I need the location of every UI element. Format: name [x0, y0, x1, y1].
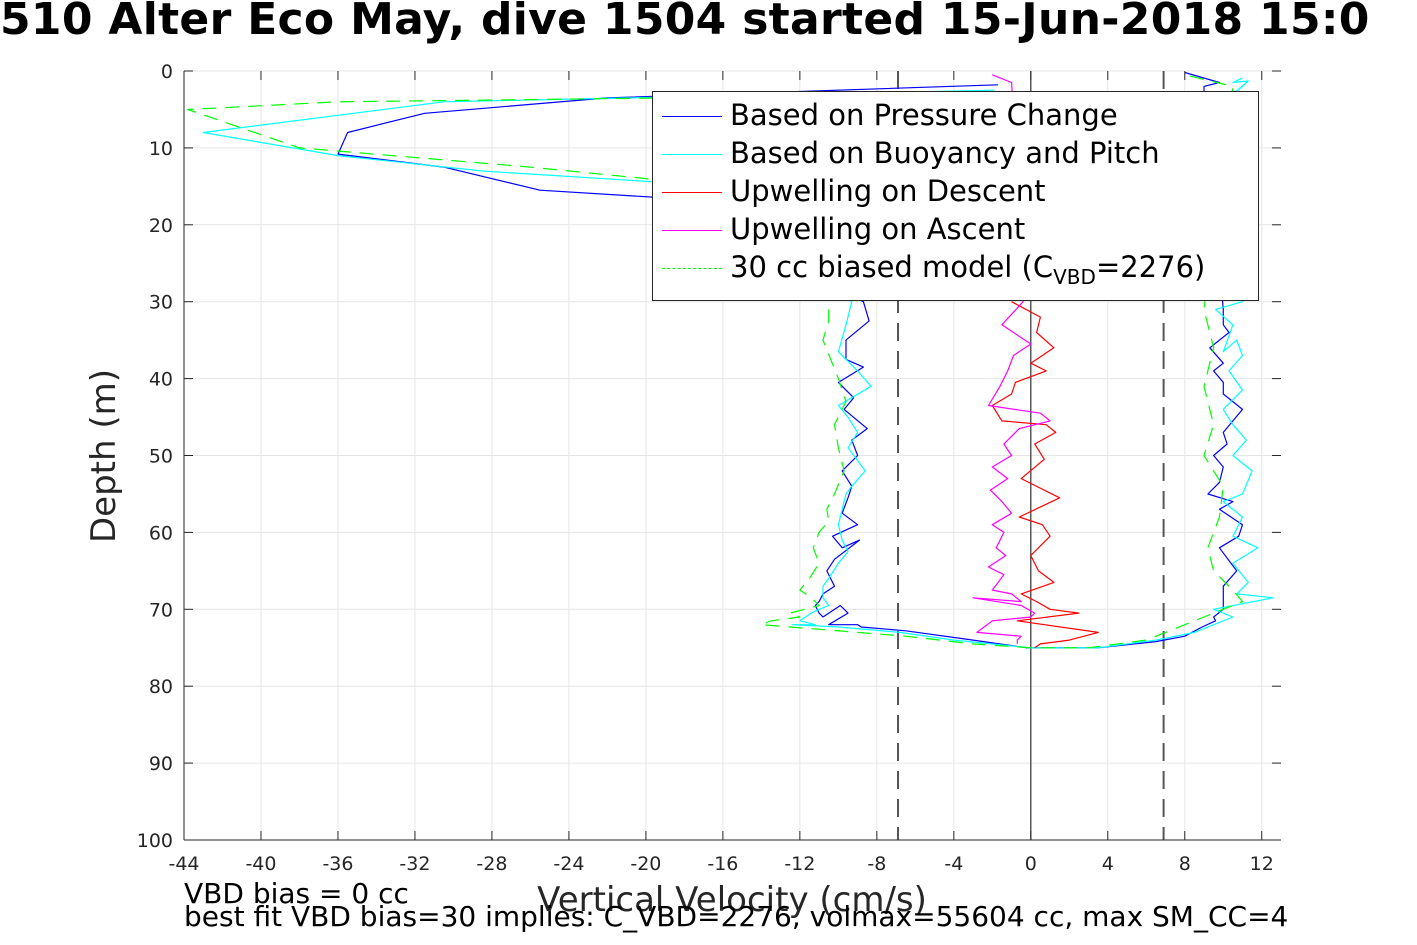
- y-tick-label: 30: [149, 292, 173, 314]
- axes: -44 -40 -36 -32 -28 -24 -20 -16 -12 -8 -4 0 4 8 120102…: [137, 61, 1281, 875]
- legend-label-buoyancy-pitch: Based on Buoyancy and Pitch: [730, 136, 1160, 170]
- series-line-3: [972, 74, 1051, 644]
- y-tick-label: 70: [149, 599, 173, 621]
- legend-line-pressure-change: [662, 116, 722, 117]
- legend-label-pressure-change: Based on Pressure Change: [730, 98, 1118, 132]
- series-lines: [187, 71, 1274, 649]
- legend-line-biased-model: [662, 268, 722, 269]
- legend-label-upwelling-ascent: Upwelling on Ascent: [730, 212, 1026, 246]
- legend-line-upwelling-ascent: [662, 230, 722, 231]
- x-axis-label: Vertical Velocity (cm/s): [537, 880, 927, 920]
- x-tick-label: -24: [553, 853, 584, 875]
- x-tick-label: -40: [245, 853, 276, 875]
- x-tick-label: -20: [630, 853, 661, 875]
- y-tick-label: 40: [149, 369, 173, 391]
- legend-label-biased-model-post: =2276): [1095, 250, 1206, 284]
- y-tick-label: 90: [149, 753, 173, 775]
- x-tick-label: -16: [707, 853, 738, 875]
- x-tick-label: 8: [1179, 853, 1191, 875]
- y-tick-label: 50: [149, 446, 173, 468]
- legend-label-biased-model-pre: 30 cc biased model (C: [730, 250, 1054, 284]
- legend-item-buoyancy-pitch: Based on Buoyancy and Pitch: [653, 134, 1258, 172]
- legend-item-pressure-change: Based on Pressure Change: [653, 96, 1258, 134]
- x-tick-label: -12: [784, 853, 815, 875]
- y-tick-label: 0: [161, 61, 173, 83]
- series-line-2: [991, 301, 1099, 649]
- y-axis-label: Depth (m): [84, 368, 124, 544]
- y-tick-label: 60: [149, 522, 173, 544]
- y-tick-label: 20: [149, 215, 173, 237]
- legend-item-upwelling-ascent: Upwelling on Ascent: [653, 210, 1258, 248]
- x-tick-label: -4: [944, 853, 963, 875]
- legend-label-biased-model: 30 cc biased model (CVBD=2276): [730, 250, 1205, 289]
- x-tick-label: 12: [1250, 853, 1274, 875]
- x-tick-label: -28: [476, 853, 507, 875]
- legend-line-buoyancy-pitch: [662, 154, 722, 155]
- series-line-0: [337, 71, 1244, 649]
- x-tick-label: -44: [168, 853, 199, 875]
- series-line-4: [187, 74, 1244, 649]
- legend-line-upwelling-descent: [662, 192, 722, 193]
- x-tick-label: 0: [1025, 853, 1037, 875]
- chart-title: 510 Alter Eco May, dive 1504 started 15-…: [0, 0, 1370, 45]
- x-tick-label: 4: [1102, 853, 1114, 875]
- legend: Based on Pressure Change Based on Buoyan…: [652, 91, 1259, 301]
- legend-item-biased-model: 30 cc biased model (CVBD=2276): [653, 248, 1258, 289]
- legend-label-biased-model-sub: VBD: [1053, 264, 1096, 289]
- y-tick-label: 10: [149, 138, 173, 160]
- y-tick-label: 100: [137, 830, 173, 852]
- x-tick-label: -36: [322, 853, 353, 875]
- legend-label-upwelling-descent: Upwelling on Descent: [730, 174, 1046, 208]
- series-line-1: [202, 77, 1274, 649]
- vbd-bias-note: VBD bias = 0 cc: [184, 877, 409, 910]
- x-tick-label: -8: [867, 853, 886, 875]
- legend-item-upwelling-descent: Upwelling on Descent: [653, 172, 1258, 210]
- y-tick-label: 80: [149, 676, 173, 698]
- best-fit-note: best fit VBD bias=30 implies: C_VBD=2276…: [184, 900, 1289, 933]
- x-tick-label: -32: [399, 853, 430, 875]
